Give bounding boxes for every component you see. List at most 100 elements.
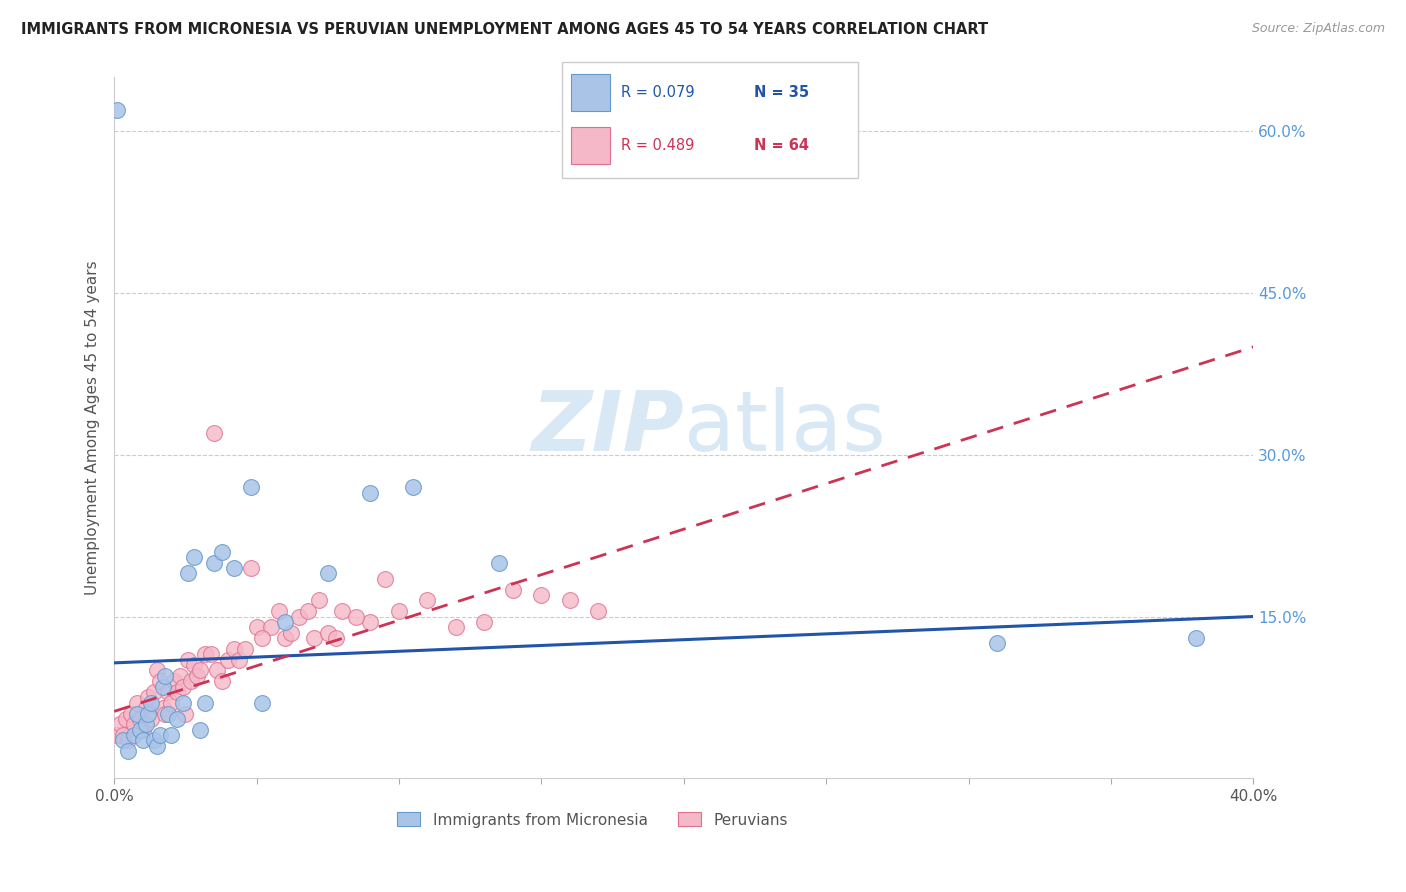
Point	[172, 696, 194, 710]
Point	[239, 561, 262, 575]
Point	[172, 680, 194, 694]
Point	[169, 669, 191, 683]
Point	[155, 706, 177, 721]
Point	[177, 652, 200, 666]
Point	[388, 604, 411, 618]
Point	[211, 545, 233, 559]
Point	[131, 733, 153, 747]
Point	[177, 566, 200, 581]
Point	[160, 728, 183, 742]
Point	[141, 712, 163, 726]
Point	[222, 641, 245, 656]
Point	[111, 728, 134, 742]
Point	[269, 604, 291, 618]
Point	[217, 652, 239, 666]
Point	[166, 712, 188, 726]
Point	[530, 588, 553, 602]
Point	[114, 712, 136, 726]
Point	[138, 690, 160, 705]
Point	[149, 728, 172, 742]
Text: ZIP: ZIP	[531, 387, 683, 468]
Text: R = 0.489: R = 0.489	[621, 138, 695, 153]
Point	[163, 674, 186, 689]
Point	[117, 744, 139, 758]
Point	[125, 706, 148, 721]
Point	[488, 556, 510, 570]
Point	[105, 728, 128, 742]
Point	[374, 572, 396, 586]
Point	[134, 701, 156, 715]
Point	[188, 664, 211, 678]
Point	[157, 706, 180, 721]
Point	[416, 593, 439, 607]
Point	[152, 701, 174, 715]
Point	[157, 685, 180, 699]
Text: R = 0.079: R = 0.079	[621, 85, 695, 100]
Point	[143, 685, 166, 699]
Point	[588, 604, 610, 618]
FancyBboxPatch shape	[571, 128, 610, 164]
Point	[155, 669, 177, 683]
Point	[122, 717, 145, 731]
Point	[205, 664, 228, 678]
Point	[252, 631, 274, 645]
Point	[202, 426, 225, 441]
Point	[316, 566, 339, 581]
Text: N = 64: N = 64	[754, 138, 810, 153]
Point	[502, 582, 524, 597]
Point	[143, 733, 166, 747]
Point	[558, 593, 581, 607]
Point	[120, 706, 142, 721]
Point	[239, 480, 262, 494]
Point	[344, 609, 367, 624]
Point	[146, 739, 169, 753]
Point	[200, 647, 222, 661]
Point	[125, 696, 148, 710]
Text: N = 35: N = 35	[754, 85, 810, 100]
Point	[108, 717, 131, 731]
Point	[280, 625, 302, 640]
Point	[1185, 631, 1208, 645]
Point	[122, 728, 145, 742]
Point	[316, 625, 339, 640]
Point	[360, 615, 382, 629]
Point	[211, 674, 233, 689]
Y-axis label: Unemployment Among Ages 45 to 54 years: Unemployment Among Ages 45 to 54 years	[86, 260, 100, 595]
Point	[474, 615, 496, 629]
Point	[174, 706, 197, 721]
Point	[138, 706, 160, 721]
Point	[117, 733, 139, 747]
Text: IMMIGRANTS FROM MICRONESIA VS PERUVIAN UNEMPLOYMENT AMONG AGES 45 TO 54 YEARS CO: IMMIGRANTS FROM MICRONESIA VS PERUVIAN U…	[21, 22, 988, 37]
Point	[986, 636, 1008, 650]
Point	[188, 723, 211, 737]
Point	[194, 696, 217, 710]
Point	[160, 696, 183, 710]
Point	[105, 103, 128, 117]
Point	[183, 550, 205, 565]
Point	[274, 615, 297, 629]
Point	[152, 680, 174, 694]
Point	[245, 620, 267, 634]
Point	[166, 685, 188, 699]
Point	[252, 696, 274, 710]
Point	[111, 733, 134, 747]
Point	[308, 593, 330, 607]
Text: atlas: atlas	[683, 387, 886, 468]
Point	[444, 620, 467, 634]
Point	[128, 712, 150, 726]
Point	[222, 561, 245, 575]
Point	[180, 674, 202, 689]
Point	[134, 717, 156, 731]
Point	[228, 652, 250, 666]
Point	[141, 696, 163, 710]
Point	[302, 631, 325, 645]
Point	[325, 631, 347, 645]
Point	[128, 723, 150, 737]
Legend: Immigrants from Micronesia, Peruvians: Immigrants from Micronesia, Peruvians	[391, 806, 794, 834]
Point	[288, 609, 311, 624]
Point	[260, 620, 283, 634]
Point	[149, 674, 172, 689]
Text: Source: ZipAtlas.com: Source: ZipAtlas.com	[1251, 22, 1385, 36]
Point	[274, 631, 297, 645]
Point	[402, 480, 425, 494]
